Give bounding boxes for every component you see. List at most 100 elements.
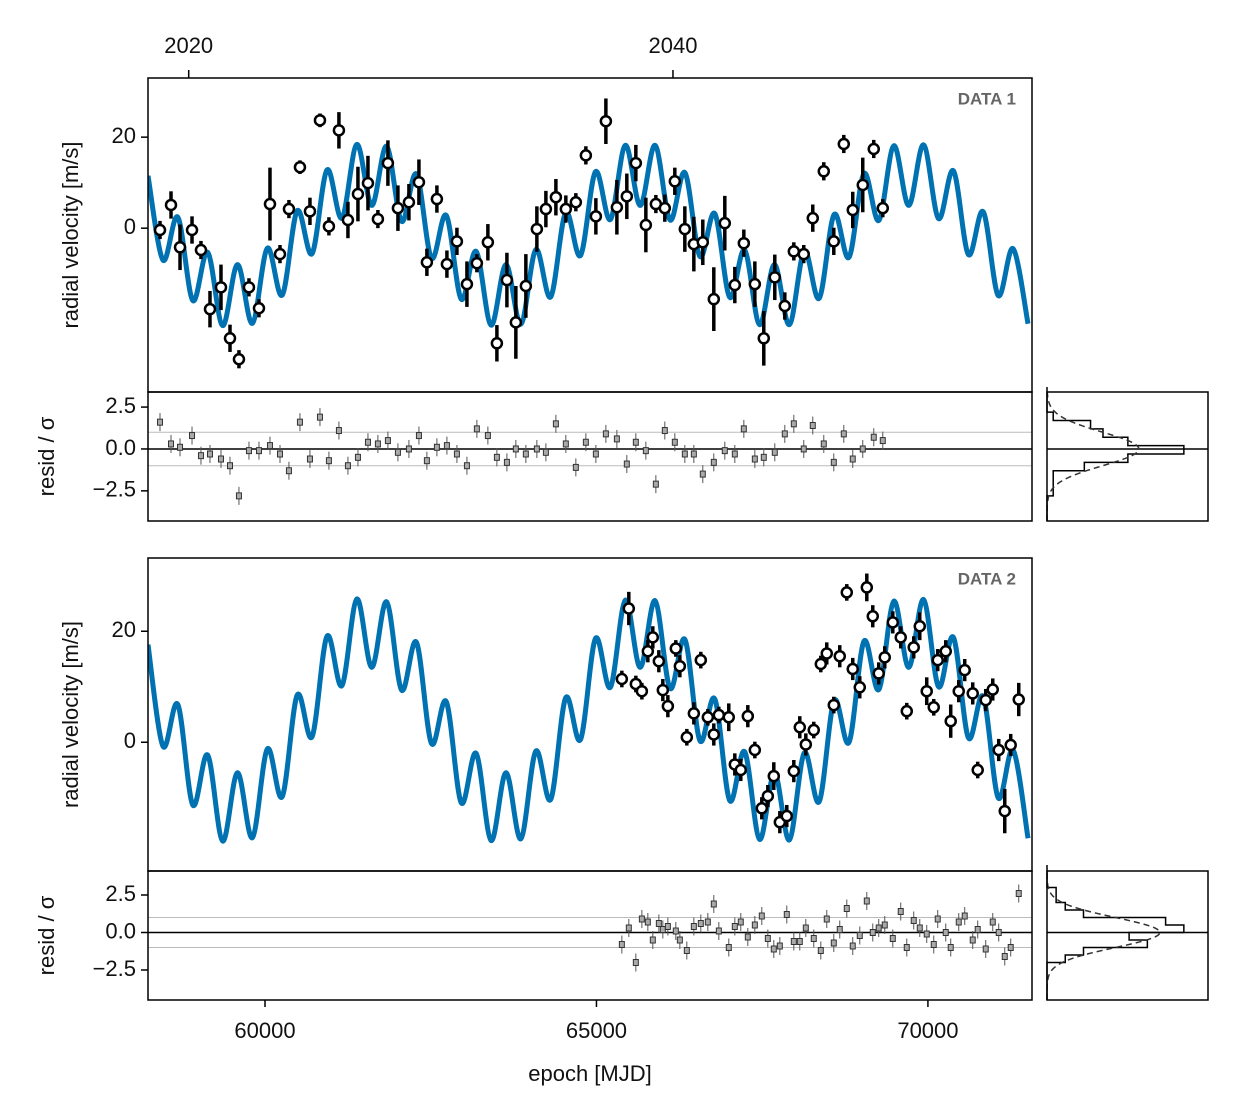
- resid-y-tick-label: 2.5: [105, 393, 136, 418]
- resid-point: [384, 437, 391, 445]
- resid-point: [306, 455, 313, 463]
- resid-point: [823, 915, 830, 923]
- data-point: [694, 653, 708, 667]
- resid-point: [572, 463, 579, 471]
- x2-tick-label: 2020: [164, 33, 213, 58]
- data-point: [687, 707, 701, 720]
- resid-point: [618, 941, 625, 948]
- resid-point: [245, 447, 252, 455]
- data-point: [701, 711, 715, 724]
- data-point: [481, 236, 495, 249]
- data-point: [707, 728, 721, 741]
- data-point: [793, 721, 807, 734]
- resid-point: [316, 413, 323, 421]
- y-axis-label: radial velocity [m/s]: [58, 141, 83, 328]
- data-point: [846, 662, 859, 676]
- resid-y-tick-label: −2.5: [93, 956, 136, 981]
- resid-point: [613, 435, 620, 443]
- normal-curve: [1046, 871, 1161, 1001]
- data-point: [787, 764, 801, 778]
- resid-point: [1001, 953, 1008, 960]
- resid-point: [197, 452, 204, 460]
- resid-point: [771, 448, 778, 456]
- y-tick-label: 20: [112, 617, 136, 642]
- data-point: [680, 731, 694, 744]
- resid-point: [552, 420, 559, 428]
- resid-point: [325, 457, 332, 465]
- resid-point: [374, 440, 381, 448]
- resid-point: [206, 450, 213, 458]
- annotation: DATA 2: [958, 569, 1016, 588]
- resid-point: [659, 926, 666, 933]
- resid-point: [690, 450, 697, 458]
- x-tick-label: 70000: [897, 1018, 958, 1043]
- data-point: [767, 769, 781, 783]
- y-tick-label: 20: [112, 123, 136, 148]
- resid-point: [843, 905, 850, 912]
- resid-point: [664, 923, 671, 930]
- resid-point: [942, 929, 949, 936]
- resid-point: [638, 915, 645, 923]
- resid-point: [676, 936, 683, 944]
- data-point: [646, 631, 660, 644]
- resid-point: [974, 926, 981, 933]
- resid-point: [715, 927, 722, 935]
- plot-area: [148, 573, 1031, 844]
- resid-point: [405, 445, 412, 453]
- resid-point: [266, 442, 273, 450]
- resid-point: [947, 944, 954, 951]
- data-point: [913, 620, 927, 633]
- resid-point: [217, 455, 224, 463]
- resid-point: [699, 470, 706, 478]
- data-point: [958, 663, 971, 677]
- data-point: [214, 281, 228, 294]
- resid-point: [802, 924, 809, 932]
- data-point: [599, 114, 613, 128]
- resid-histogram: [1046, 386, 1185, 521]
- data-point: [470, 256, 484, 270]
- model-curve: [148, 141, 1031, 329]
- resid-point: [235, 492, 242, 500]
- data-point: [952, 684, 965, 698]
- data-point: [293, 160, 307, 174]
- resid-point: [582, 438, 589, 446]
- data-point: [1012, 693, 1025, 706]
- resid-point: [731, 923, 738, 930]
- data-point: [615, 672, 629, 686]
- resid-point: [863, 897, 870, 905]
- resid-point: [335, 427, 342, 435]
- resid-point: [955, 918, 962, 926]
- y-tick-label: 0: [124, 214, 136, 239]
- resid-point: [625, 924, 632, 932]
- resid-point: [849, 942, 856, 950]
- resid-point: [875, 924, 882, 932]
- x-tick-label: 65000: [566, 1018, 627, 1043]
- resid-point: [649, 936, 656, 944]
- data-point: [549, 190, 563, 204]
- data-point: [530, 222, 544, 236]
- data-point: [579, 149, 593, 162]
- resid-point: [995, 929, 1002, 936]
- resid-point: [764, 935, 771, 942]
- resid-point: [683, 947, 690, 954]
- resid-point: [453, 450, 460, 458]
- resid-point: [661, 427, 668, 435]
- data-point: [440, 257, 454, 271]
- data-point: [622, 602, 636, 615]
- resid-point: [776, 942, 783, 950]
- data-point: [569, 195, 583, 209]
- resid-point: [189, 432, 196, 440]
- resid-point: [725, 944, 732, 951]
- resid-point: [364, 438, 371, 446]
- data-point: [252, 302, 266, 315]
- data-point: [860, 581, 874, 594]
- data-point: [332, 124, 346, 137]
- data-point: [900, 704, 914, 718]
- x2-tick-label: 2040: [648, 33, 697, 58]
- resid-point: [737, 918, 744, 926]
- resid-point: [740, 425, 747, 433]
- resid-point: [690, 923, 697, 930]
- resid-point: [859, 445, 866, 453]
- resid-point: [930, 941, 937, 948]
